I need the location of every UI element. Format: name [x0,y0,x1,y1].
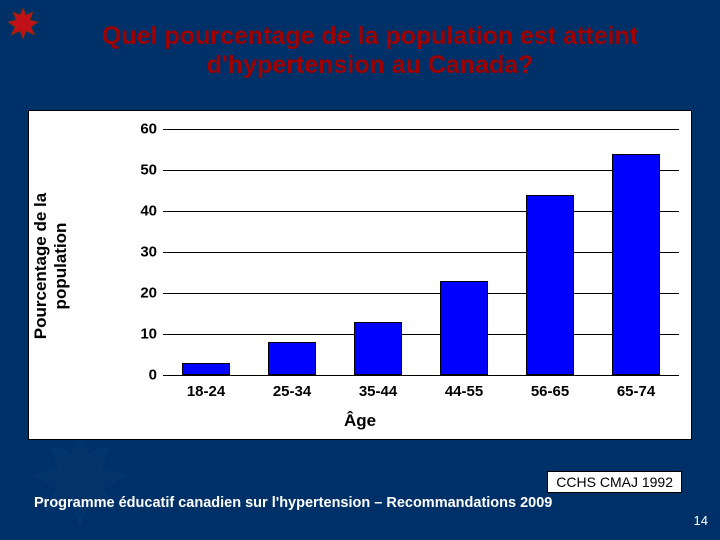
background-leaf-icon [30,430,130,530]
x-tick-label: 25-34 [249,383,335,400]
bars-group [163,129,679,375]
citation-box: CCHS CMAJ 1992 [547,471,682,493]
chart-panel: Pourcentage de la population 0 10 20 30 40 50… [28,110,692,440]
slide: Quel pourcentage de la population est at… [0,0,720,540]
bar [526,195,573,375]
bar [182,363,229,375]
bar [354,322,401,375]
x-tick-label: 65-74 [593,383,679,400]
x-tick-label: 44-55 [421,383,507,400]
y-tick-label: 40 [121,203,157,220]
bar [440,281,487,375]
y-tick-label: 30 [121,244,157,261]
y-tick-label: 50 [121,162,157,179]
page-number: 14 [694,513,708,528]
y-tick-label: 20 [121,285,157,302]
footer-text: Programme éducatif canadien sur l'hypert… [34,494,552,512]
x-axis-label: Âge [29,411,691,431]
bar [268,342,315,375]
x-tick-label: 56-65 [507,383,593,400]
x-tick-label: 35-44 [335,383,421,400]
y-tick-label: 0 [121,367,157,384]
slide-title: Quel pourcentage de la population est at… [60,22,680,80]
y-axis-label: Pourcentage de la population [31,151,71,381]
plot-area: 0102030405060 18-2425-3435-4444-5556-656… [121,129,679,375]
x-tick-label: 18-24 [163,383,249,400]
bar [612,154,659,375]
maple-leaf-logo-icon [6,6,40,40]
y-tick-label: 60 [121,121,157,138]
y-tick-label: 10 [121,326,157,343]
gridline [163,375,679,376]
